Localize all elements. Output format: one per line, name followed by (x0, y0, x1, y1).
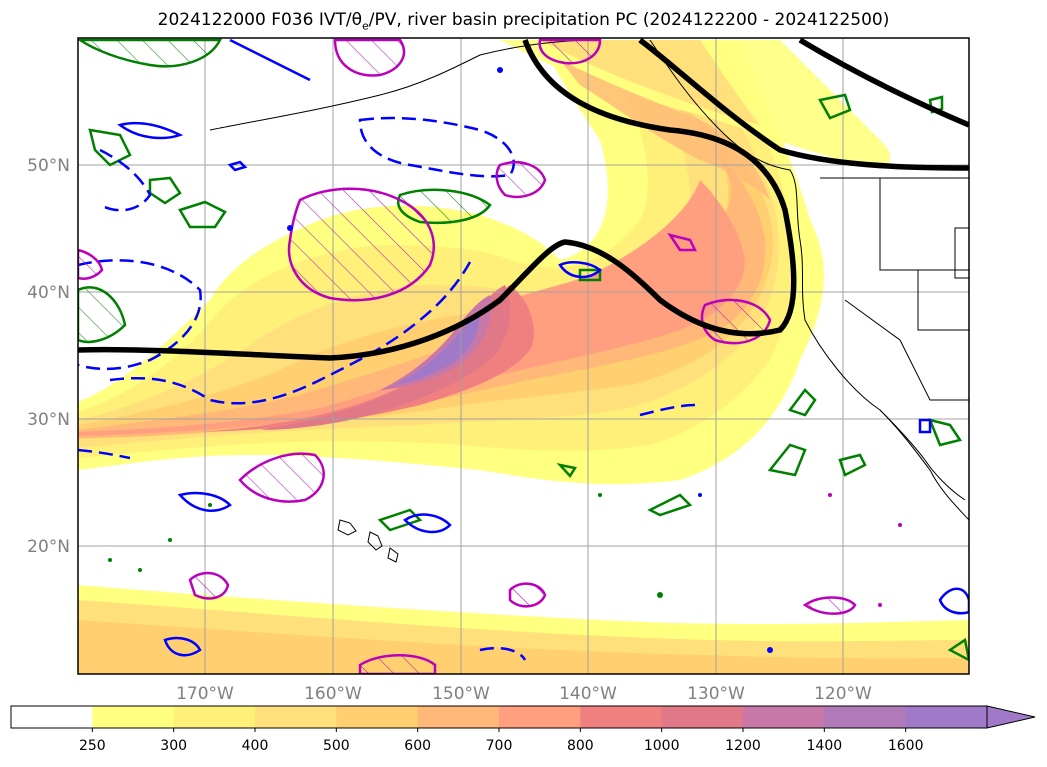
colorbar-label: 1400 (807, 738, 843, 754)
colorbar-label: 400 (242, 738, 269, 754)
colorbar-label: 1000 (644, 738, 680, 754)
colorbar-segment (824, 706, 907, 728)
map-frame (77, 37, 970, 675)
colorbar-label: 800 (567, 738, 594, 754)
colorbar-label: 1600 (888, 738, 924, 754)
lon-label: 120°W (814, 684, 872, 704)
colorbar-label: 250 (79, 738, 106, 754)
longitude-labels: 170°W 160°W 150°W 140°W 130°W 120°W (176, 684, 872, 704)
colorbar-segment (417, 706, 500, 728)
lat-label: 40°N (27, 283, 70, 303)
lat-label: 50°N (27, 156, 70, 176)
map-title: 2024122000 F036 IVT/θe/PV, river basin p… (157, 10, 890, 33)
colorbar-segment (743, 706, 825, 728)
colorbar-segment (336, 706, 419, 728)
colorbar-label: 500 (323, 738, 350, 754)
colorbar-segment (499, 706, 581, 728)
colorbar-label: 300 (160, 738, 187, 754)
theta-e-green-contours (78, 38, 969, 662)
jet-contours (78, 38, 969, 361)
colorbar-label: 1200 (725, 738, 761, 754)
colorbar-extend-arrow (986, 705, 1036, 729)
colorbar-segment (92, 706, 175, 728)
latitude-labels: 20°N 30°N 40°N 50°N (27, 156, 70, 557)
lat-label: 20°N (27, 537, 70, 557)
colorbar-segment (255, 706, 337, 728)
colorbar-label: 700 (486, 738, 513, 754)
map-area (78, 38, 969, 674)
lon-label: 170°W (176, 684, 234, 704)
colorbar-segment (580, 706, 663, 728)
lat-label: 30°N (27, 410, 70, 430)
ivt-colorbar: 250 300 400 500 600 700 800 1000 1200 1400 1600 (10, 705, 1036, 754)
lon-label: 130°W (687, 684, 745, 704)
lon-label: 150°W (432, 684, 490, 704)
small-contour-dots (108, 67, 902, 653)
colorbar-segment (905, 706, 988, 728)
colorbar-segment (173, 706, 256, 728)
colorbar-segment (11, 706, 93, 728)
coastlines (209, 39, 969, 563)
colorbar-segment (661, 706, 744, 728)
lon-label: 140°W (559, 684, 617, 704)
theta-e-blue-contours (78, 38, 969, 661)
lon-label: 160°W (304, 684, 362, 704)
colorbar-label: 600 (404, 738, 431, 754)
